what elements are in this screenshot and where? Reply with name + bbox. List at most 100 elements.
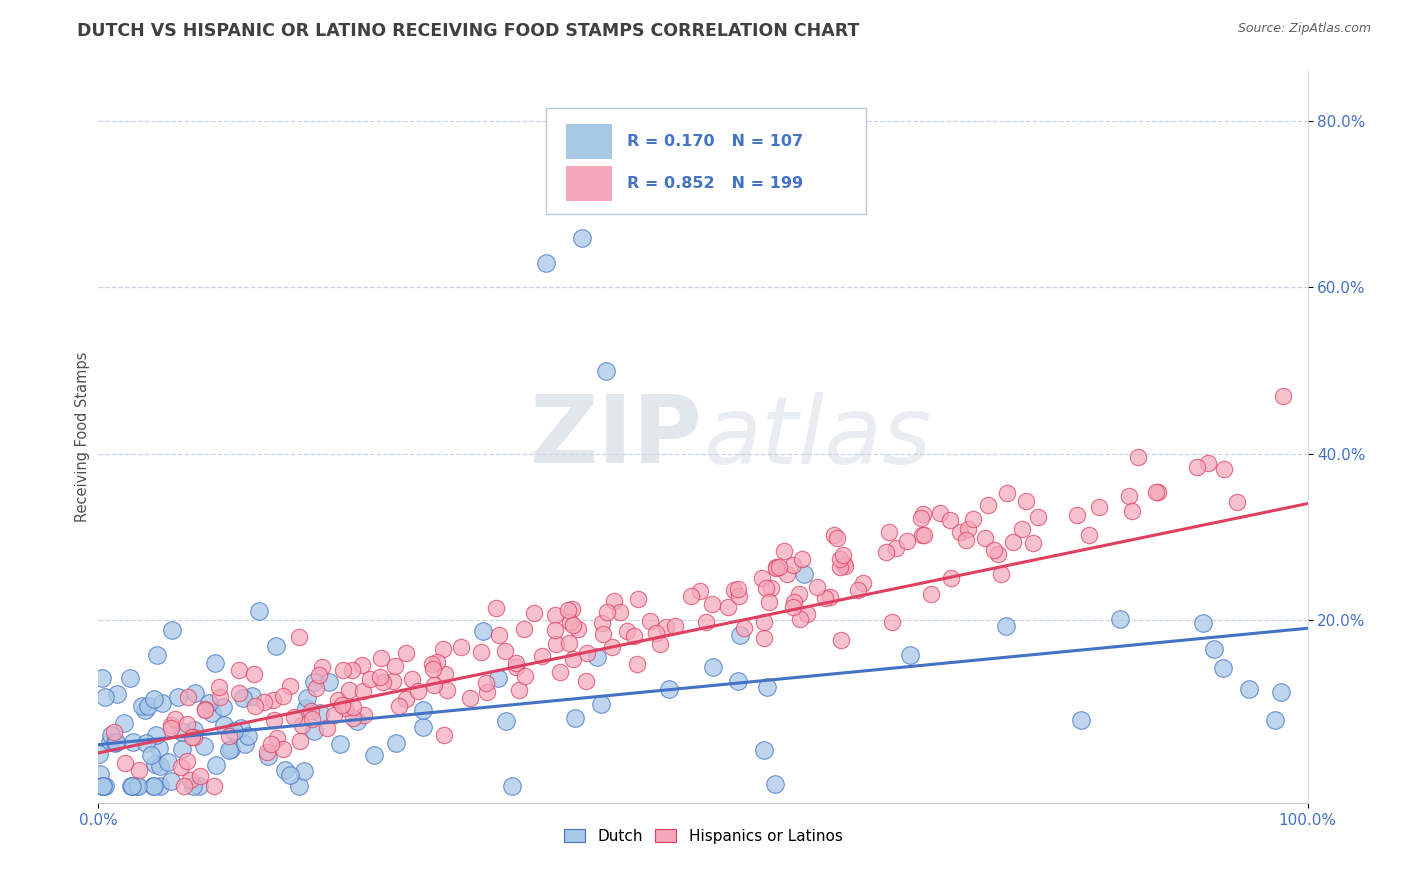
Point bbox=[177, 690, 200, 704]
Point bbox=[412, 703, 434, 717]
Point bbox=[100, 728, 122, 742]
Point bbox=[564, 711, 586, 725]
Point bbox=[353, 683, 375, 698]
Point bbox=[929, 506, 952, 520]
Point bbox=[987, 547, 1010, 561]
Point bbox=[941, 571, 963, 585]
Point bbox=[486, 671, 509, 685]
Point bbox=[328, 693, 350, 707]
Point bbox=[513, 669, 536, 683]
Point bbox=[315, 721, 337, 735]
Point bbox=[342, 699, 364, 714]
Point bbox=[150, 696, 173, 710]
Point bbox=[1088, 500, 1111, 514]
Point bbox=[1212, 462, 1234, 476]
Point bbox=[159, 718, 181, 732]
Point bbox=[212, 718, 235, 732]
Point bbox=[523, 607, 546, 621]
Point bbox=[263, 713, 285, 727]
Point bbox=[308, 668, 330, 682]
Point bbox=[782, 599, 804, 614]
Point bbox=[176, 717, 198, 731]
Point bbox=[825, 531, 848, 545]
Point bbox=[134, 703, 156, 717]
Point bbox=[475, 685, 498, 699]
Point bbox=[571, 230, 593, 244]
Point bbox=[271, 742, 294, 756]
Point bbox=[875, 545, 897, 559]
Point bbox=[1077, 528, 1099, 542]
Point bbox=[401, 672, 423, 686]
Point bbox=[627, 592, 650, 607]
Point bbox=[562, 652, 585, 666]
Point bbox=[561, 602, 583, 616]
Point bbox=[264, 639, 287, 653]
Point bbox=[194, 702, 217, 716]
Point bbox=[181, 730, 204, 744]
Point bbox=[962, 512, 984, 526]
Point bbox=[702, 597, 724, 611]
Point bbox=[170, 725, 193, 739]
Point bbox=[544, 607, 567, 622]
Point bbox=[828, 559, 851, 574]
Point bbox=[609, 605, 631, 619]
Point bbox=[752, 615, 775, 629]
Point bbox=[458, 691, 481, 706]
Point bbox=[288, 630, 311, 644]
Point bbox=[756, 680, 779, 694]
Text: R = 0.852   N = 199: R = 0.852 N = 199 bbox=[627, 176, 803, 191]
Point bbox=[93, 779, 115, 793]
Point bbox=[283, 710, 305, 724]
Point bbox=[128, 764, 150, 778]
Point bbox=[183, 723, 205, 738]
Point bbox=[352, 658, 374, 673]
Point bbox=[290, 734, 312, 748]
Point bbox=[1270, 685, 1292, 699]
Point bbox=[235, 737, 257, 751]
Point bbox=[1001, 535, 1024, 549]
Point bbox=[920, 587, 942, 601]
Point bbox=[912, 528, 935, 542]
Point bbox=[135, 735, 157, 749]
Point bbox=[644, 625, 666, 640]
Point bbox=[765, 561, 787, 575]
Point bbox=[616, 624, 638, 638]
Point bbox=[1264, 714, 1286, 728]
Point bbox=[211, 700, 233, 714]
Point bbox=[218, 743, 240, 757]
Point bbox=[295, 691, 318, 706]
Point bbox=[118, 671, 141, 685]
Point bbox=[990, 567, 1012, 582]
Point bbox=[311, 660, 333, 674]
Point bbox=[818, 590, 841, 604]
Point bbox=[262, 692, 284, 706]
Legend: Dutch, Hispanics or Latinos: Dutch, Hispanics or Latinos bbox=[558, 822, 848, 850]
Point bbox=[494, 644, 516, 658]
Point bbox=[1022, 536, 1045, 550]
Point bbox=[148, 779, 170, 793]
Point bbox=[260, 737, 283, 751]
Point bbox=[433, 728, 456, 742]
Point bbox=[304, 675, 326, 690]
Point bbox=[1226, 495, 1249, 509]
Point bbox=[765, 560, 787, 574]
Point bbox=[679, 589, 702, 603]
Point bbox=[689, 583, 711, 598]
Point bbox=[436, 682, 458, 697]
Point bbox=[148, 741, 170, 756]
Point bbox=[204, 657, 226, 671]
Point bbox=[278, 679, 301, 693]
Point bbox=[531, 649, 554, 664]
Point bbox=[142, 779, 165, 793]
Point bbox=[395, 691, 418, 706]
Point bbox=[127, 779, 149, 793]
Point bbox=[94, 690, 117, 704]
Point bbox=[170, 742, 193, 756]
Point bbox=[359, 672, 381, 686]
Point bbox=[179, 773, 201, 788]
Point bbox=[208, 690, 231, 704]
Point bbox=[655, 620, 678, 634]
Point bbox=[664, 618, 686, 632]
Point bbox=[243, 667, 266, 681]
Point bbox=[1118, 489, 1140, 503]
